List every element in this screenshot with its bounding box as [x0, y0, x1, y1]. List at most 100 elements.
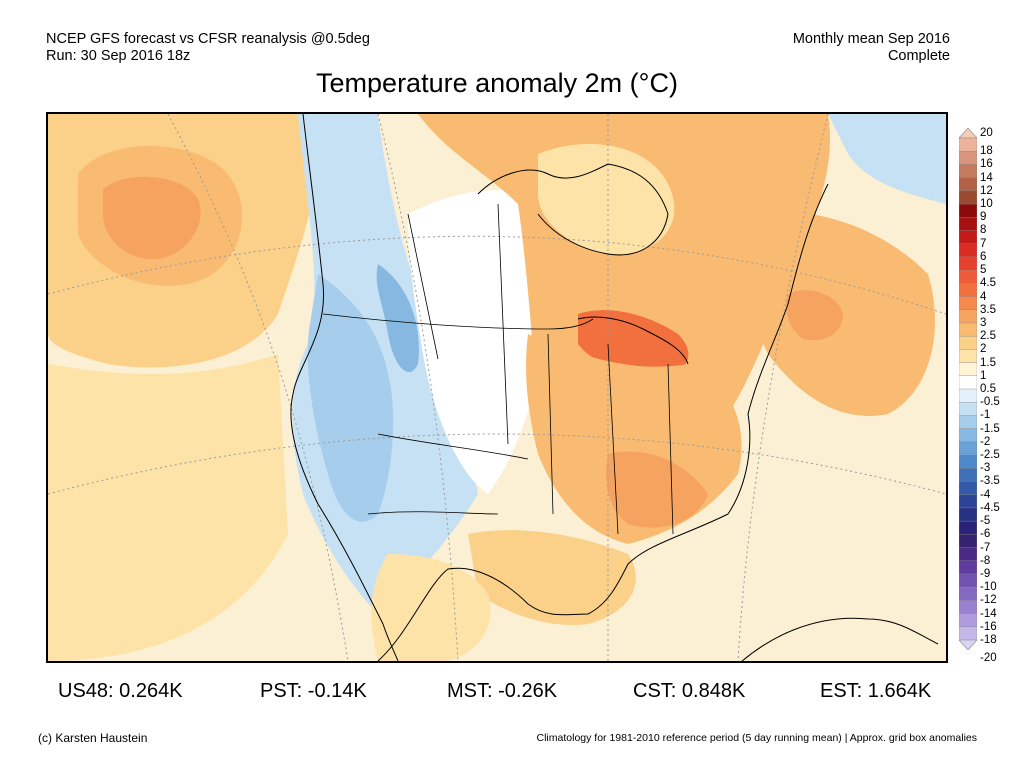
header-right: Monthly mean Sep 2016 Complete: [793, 31, 950, 65]
colorbar-tick-label: 6: [980, 250, 987, 263]
region-stats: US48: 0.264K PST: -0.14K MST: -0.26K CST…: [0, 680, 1024, 706]
colorbar-segment: [959, 600, 977, 615]
colorbar-tick-label: -18: [980, 634, 997, 646]
colorbar-tick-label: 1.5: [980, 356, 996, 369]
climatology-note: Climatology for 1981-2010 reference peri…: [536, 732, 977, 744]
colorbar-tick-label: -16: [980, 620, 997, 633]
stat-cst: CST: 0.848K: [633, 680, 746, 702]
colorbar-tick-label: 18: [980, 145, 993, 158]
colorbar-segment: [959, 177, 977, 192]
political-boundaries: [322, 203, 674, 535]
colorbar-segment: [959, 203, 977, 218]
colorbar-segment: [959, 613, 977, 628]
colorbar-tick-label: 1: [980, 369, 987, 382]
colorbar-segment: [959, 415, 977, 430]
colorbar-tick-label: -0.5: [980, 396, 1000, 409]
colorbar-segment: [959, 137, 977, 152]
southeast-hot: [606, 451, 708, 528]
colorbar-segment: [959, 375, 977, 390]
colorbar-tick-label: -3: [980, 462, 991, 475]
colorbar-tick-label: 16: [980, 158, 993, 171]
colorbar-tick-label: -2.5: [980, 449, 1000, 462]
colorbar-segment: [959, 520, 977, 535]
stat-us48: US48: 0.264K: [58, 680, 183, 702]
colorbar-tick-label: 7: [980, 237, 987, 250]
period-label: Monthly mean Sep 2016: [792, 31, 950, 47]
colorbar-segment: [959, 243, 977, 258]
stat-mst: MST: -0.26K: [447, 680, 558, 702]
central-plains: [408, 190, 548, 494]
stat-pst: PST: -0.14K: [260, 680, 367, 702]
colorbar-tick-label: -4.5: [980, 501, 1000, 514]
colorbar-top-arrow: [959, 128, 977, 139]
colorbar-tick-label: -14: [980, 607, 997, 620]
colorbar-tick-label: -9: [980, 567, 991, 580]
colorbar-segment: [959, 573, 977, 588]
atlantic-hot-core: [786, 290, 843, 341]
colorbar-tick-label: -10: [980, 581, 997, 594]
colorbar-tick-label: -3.5: [980, 475, 1000, 488]
colorbar-segment: [959, 164, 977, 179]
colorbar-tick-label: -4: [980, 488, 991, 501]
colorbar-tick-label: 0.5: [980, 383, 996, 395]
colorbar-bottom-arrow: [959, 639, 977, 650]
hudson-bay-warm: [538, 144, 675, 254]
colorbar-tick-label: 10: [980, 198, 993, 211]
stat-est: EST: 1.664K: [820, 680, 932, 702]
colorbar-segment: [959, 190, 977, 205]
colorbar-segment: [959, 335, 977, 350]
colorbar-segment: [959, 296, 977, 311]
run-time: Run: 30 Sep 2016 18z: [46, 48, 191, 64]
colorbar-tick-label: 20: [980, 127, 993, 139]
colorbar-tick-label: 8: [980, 224, 987, 237]
colorbar-segment: [959, 256, 977, 271]
colorbar-segment: [959, 507, 977, 522]
colorbar-tick-label: -7: [980, 541, 991, 554]
coastlines: [290, 114, 939, 661]
colorbar-segment: [959, 468, 977, 482]
colorbar-segment: [959, 560, 977, 575]
colorbar-segment: [959, 481, 977, 496]
colorbar-segment: [959, 151, 977, 165]
colorbar-tick-label: -8: [980, 554, 991, 567]
colorbar-segment: [959, 322, 977, 337]
colorbar-segment: [959, 269, 977, 284]
colorbar-segment: [959, 402, 977, 416]
colorbar-segment: [959, 362, 977, 377]
colorbar-tick-label: -6: [980, 528, 991, 541]
colorbar-tick-label: 3.5: [980, 303, 996, 316]
graticule: [48, 114, 946, 661]
colorbar-tick-label: 5: [980, 264, 987, 277]
colorbar-tick-label: -12: [980, 594, 997, 607]
colorbar-segment: [959, 349, 977, 364]
colorbar-segment: [959, 626, 977, 641]
colorbar-tick-label: 2: [980, 343, 987, 356]
map-title: Temperature anomaly 2m (°C): [316, 68, 678, 98]
colorbar-segment: [959, 217, 977, 231]
colorbar-segment: [959, 534, 977, 549]
colorbar-tick-label: 14: [980, 171, 993, 184]
pacific-hot-core: [103, 176, 201, 260]
model-description: NCEP GFS forecast vs CFSR reanalysis @0.…: [46, 31, 370, 47]
colorbar: [959, 128, 977, 650]
rockies-cool-core: [376, 264, 419, 373]
colorbar-segment: [959, 309, 977, 324]
colorbar-segment: [959, 283, 977, 298]
anomaly-map-svg: [48, 114, 946, 661]
colorbar-segment: [959, 230, 977, 245]
header-left: NCEP GFS forecast vs CFSR reanalysis @0.…: [46, 31, 370, 65]
anomaly-map: [46, 112, 948, 663]
colorbar-segment: [959, 586, 977, 601]
western-cool-core: [307, 274, 394, 522]
colorbar-tick-label: 4: [980, 290, 987, 303]
north-atlantic-cool: [828, 114, 946, 204]
colorbar-tick-label: -2: [980, 435, 991, 448]
colorbar-segment: [959, 388, 977, 403]
colorbar-tick-label: 4.5: [980, 277, 996, 290]
colorbar-segment: [959, 454, 977, 469]
colorbar-segment: [959, 441, 977, 456]
completion-status: Complete: [887, 48, 950, 64]
gulf-of-mexico: [468, 530, 636, 625]
great-lakes-hot: [578, 310, 689, 376]
colorbar-tick-label: -5: [980, 515, 991, 528]
